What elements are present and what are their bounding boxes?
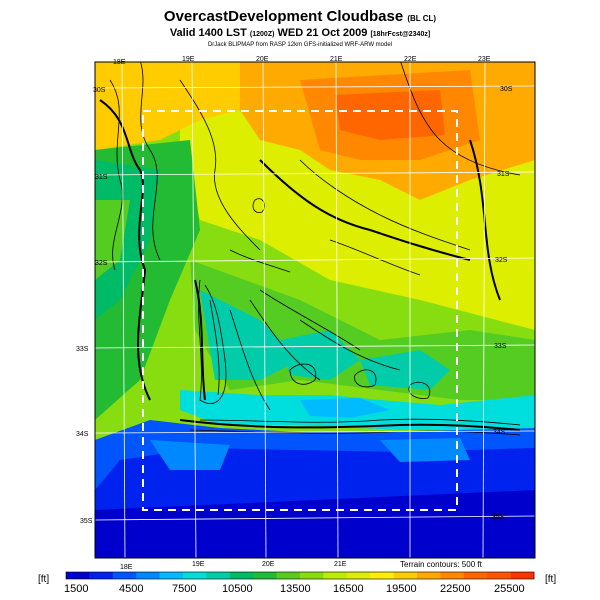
colorbar-swatch <box>183 572 207 579</box>
colorbar-label: 10500 <box>222 583 253 595</box>
colorbar-swatch <box>159 572 184 579</box>
lat-label-right-33s: 33S <box>494 343 507 350</box>
lon-label-top-18e: 18E <box>113 59 126 66</box>
colorbar-swatch <box>276 572 301 579</box>
colorbar-swatch <box>346 572 371 579</box>
orange-region-west <box>95 62 250 150</box>
lon-label-top-22e: 22E <box>404 56 417 63</box>
colorbar-swatches <box>65 571 535 580</box>
lat-label-left-34s: 34S <box>76 431 89 438</box>
terrain-contours <box>109 62 521 436</box>
lon-label-bottom-21e: 21E <box>334 561 347 568</box>
colorbar-label: 22500 <box>440 583 471 595</box>
terrain-contour-note: Terrain contours: 500 ft <box>400 560 482 569</box>
colorbar-label: 25500 <box>494 583 525 595</box>
inner-domain-box <box>142 110 458 511</box>
lat-label-right-32s: 32S <box>495 257 508 264</box>
colorbar-frame <box>65 571 535 580</box>
colorbar-swatch <box>323 572 348 579</box>
lon-label-bottom-19e: 19E <box>192 561 205 568</box>
colorbar-swatch <box>89 572 114 579</box>
valid-time: Valid 1400 LST (1200Z) WED 21 Oct 2009 [… <box>169 27 431 39</box>
colorbar-swatch <box>136 572 160 579</box>
colorbar-swatch <box>510 572 535 579</box>
lat-label-left-33s: 33S <box>76 346 89 353</box>
longitude-labels: 18E 19E 20E 21E 22E 23E 18E 19E 20E 21E <box>113 56 491 571</box>
colorbar-swatch <box>112 572 137 579</box>
lat-label-left-32s: 32S <box>95 260 108 267</box>
lon-label-top-19e: 19E <box>182 56 195 63</box>
latitude-labels: 30S 31S 32S 33S 34S 35S 30S 31S 32S 33S … <box>76 86 513 525</box>
lon-label-bottom-18e: 18E <box>120 564 133 571</box>
lat-lon-grid <box>95 62 535 558</box>
colorbar-swatch <box>300 572 324 579</box>
colorbar-label: 19500 <box>386 583 417 595</box>
colorbar-label: 13500 <box>280 583 311 595</box>
colorbar-label: 7500 <box>172 583 196 595</box>
lat-label-right-31s: 31S <box>497 171 510 178</box>
lat-label-right-30s: 30S <box>500 86 513 93</box>
map-title: OvercastDevelopment Cloudbase (BL CL) <box>163 8 437 25</box>
colorbar-swatch <box>229 572 254 579</box>
colorbar-swatch <box>463 572 488 579</box>
colorbar-swatch <box>66 572 90 579</box>
colorbar-unit-right: [ft] <box>545 574 557 585</box>
lat-label-right-34s: 34S <box>493 429 506 436</box>
colorbar-swatch <box>393 572 418 579</box>
colorbar-labels: 1500 4500 7500 10500 13500 16500 19500 2… <box>64 583 525 595</box>
lat-label-left-30s: 30S <box>93 87 106 94</box>
lat-label-right-35s: 35S <box>492 514 505 521</box>
colorbar-unit-left: [ft] <box>38 574 50 585</box>
colorbar-label: 1500 <box>64 583 88 595</box>
colorbar-swatch <box>487 572 511 579</box>
colorbar-label: 16500 <box>333 583 364 595</box>
lat-label-left-35s: 35S <box>80 518 93 525</box>
colorbar-swatch <box>253 572 277 579</box>
lat-label-left-31s: 31S <box>95 174 108 181</box>
map-frame <box>94 61 536 559</box>
colorbar-swatch <box>370 572 394 579</box>
lon-label-top-20e: 20E <box>256 56 269 63</box>
colorbar-swatch <box>206 572 231 579</box>
colorbar-swatch <box>417 572 441 579</box>
model-credit: DrJack BLIPMAP from RASP 12km GFS-initia… <box>207 42 393 48</box>
lon-label-top-21e: 21E <box>330 56 343 63</box>
lon-label-top-23e: 23E <box>478 56 491 63</box>
lon-label-bottom-20e: 20E <box>262 561 275 568</box>
colorbar-label: 4500 <box>119 583 143 595</box>
colorbar-swatch <box>440 572 465 579</box>
bold-contours <box>99 99 521 431</box>
